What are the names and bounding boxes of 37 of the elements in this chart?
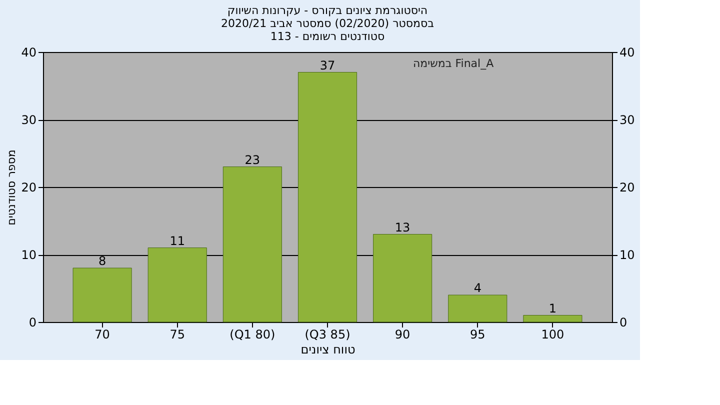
x-tick-label: 90	[394, 328, 410, 342]
annotation: במשימה Final_A	[413, 57, 494, 70]
text: בסמסטר (02/2020) סמסטר אביב 2020/21	[220, 17, 434, 30]
y2-tick-label: 10	[620, 248, 635, 262]
x-axis-title: טווח ציונים	[300, 342, 356, 356]
x-tick-label: 95	[470, 328, 486, 342]
data-label: 13	[394, 220, 410, 234]
y2-tick-label: 30	[620, 113, 635, 127]
bar	[72, 268, 132, 322]
bar	[448, 294, 508, 322]
y-tick-label: 0	[28, 316, 36, 330]
text: היסטוגרמת ציונים בקורס - עקרונות השיווק	[227, 4, 428, 17]
data-label: 8	[98, 254, 106, 268]
y2-tick-label: 20	[620, 180, 635, 194]
data-label: 23	[244, 152, 260, 167]
bar	[148, 248, 207, 322]
bar	[298, 72, 358, 322]
bar	[222, 166, 282, 322]
x-tick-label: 100	[541, 328, 564, 342]
x-tick-label: (Q1 80)	[230, 328, 276, 342]
bar	[523, 315, 582, 322]
data-label: 11	[170, 234, 186, 248]
text: סטודנטים רשומים - 113	[270, 30, 385, 43]
data-label: 4	[474, 281, 482, 295]
data-label: 37	[320, 58, 336, 72]
y-tick-label: 40	[21, 46, 36, 60]
x-tick-label: (Q3 85)	[304, 328, 350, 342]
y-tick-label: 20	[21, 180, 36, 194]
y2-tick-label: 0	[620, 316, 628, 330]
data-label: 1	[548, 301, 557, 316]
x-tick-label: 70	[94, 328, 110, 342]
y-tick-label: 10	[21, 248, 36, 262]
y-axis-title: מספר סטודנטים	[5, 150, 18, 226]
x-tick-label: 75	[170, 328, 186, 342]
bar	[373, 234, 432, 322]
y-tick-label: 30	[21, 113, 36, 127]
y2-tick-label: 40	[620, 46, 635, 60]
